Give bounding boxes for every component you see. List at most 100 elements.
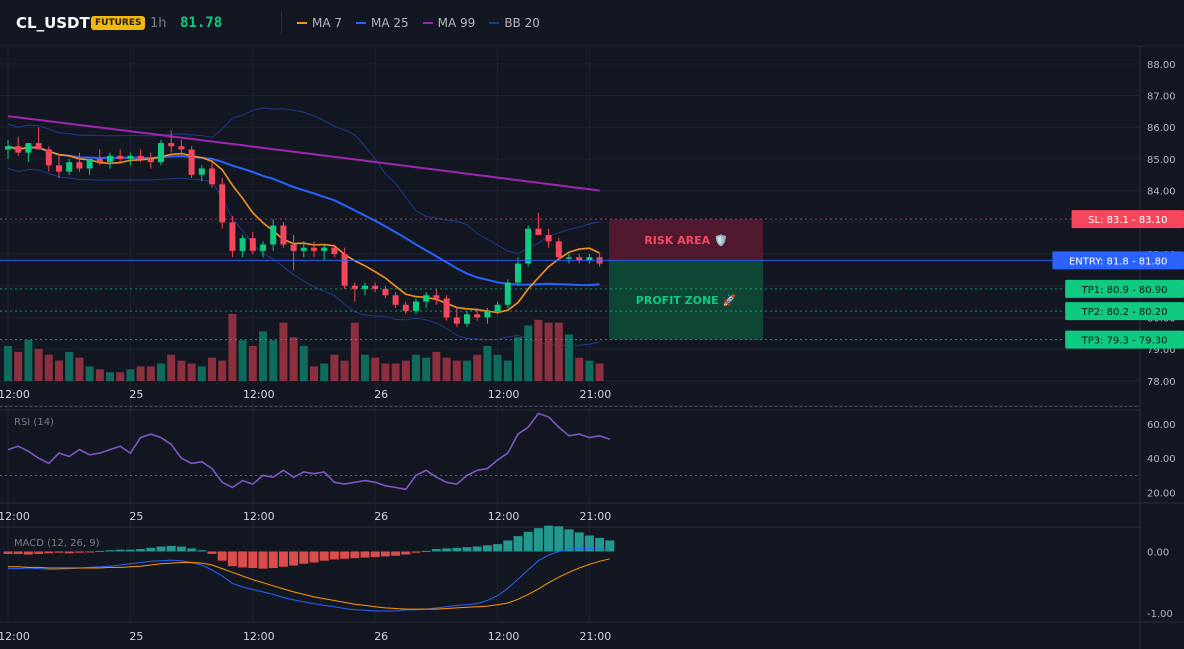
candle-body [229, 222, 236, 251]
legend-ma25[interactable]: MA 25 [356, 16, 409, 30]
macd-histogram-bar [493, 544, 503, 552]
candle-body [474, 314, 481, 318]
legend-label-ma25: MA 25 [371, 16, 409, 30]
volume-bar [177, 360, 186, 381]
volume-bar [269, 340, 278, 381]
ma7-line [7, 145, 600, 314]
candle-body [25, 143, 32, 153]
candle-body [351, 285, 358, 289]
volume-bar [248, 346, 257, 381]
volume-bar [340, 360, 349, 381]
candle-body [198, 168, 205, 175]
volume-bar [524, 325, 533, 381]
volume-bar [187, 363, 196, 381]
price-tick-label: 85.00 [1147, 155, 1176, 166]
macd-histogram-bar [289, 551, 299, 566]
volume-bar [44, 354, 53, 381]
volume-bar [544, 322, 553, 381]
time-axis-label: 12:00 [488, 630, 520, 643]
macd-histogram-bar [544, 525, 554, 552]
candle-body [545, 235, 552, 242]
macd-histogram-bar [503, 540, 513, 552]
time-axis-label: 21:00 [580, 510, 612, 523]
volume-bar [167, 354, 176, 381]
candle-body [464, 314, 470, 324]
level-badge-sl [1071, 210, 1184, 229]
candle-body [66, 162, 73, 172]
macd-histogram-bar [523, 531, 533, 552]
macd-histogram-bar [197, 550, 207, 552]
volume-bar [146, 366, 155, 381]
volume-bar [95, 369, 104, 381]
volume-bar [381, 363, 390, 381]
candle-body [270, 225, 277, 245]
volume-bar [218, 360, 227, 381]
header-divider [281, 12, 282, 34]
candle-body [402, 304, 409, 312]
volume-bar [575, 357, 584, 381]
macd-histogram-bar [442, 548, 452, 552]
candle-body [433, 295, 440, 299]
candle-body [249, 238, 256, 251]
macd-histogram-bar [23, 551, 33, 555]
macd-histogram-bar [3, 551, 13, 554]
legend-swatch-bb20 [489, 22, 500, 24]
rsi-tick-label: 60.00 [1147, 420, 1176, 431]
volume-bar [55, 360, 63, 381]
legend-ma7[interactable]: MA 7 [297, 16, 342, 30]
time-axis-label: 21:00 [580, 388, 612, 401]
candle-body [290, 244, 297, 251]
volume-bar [514, 337, 522, 381]
candle-body [443, 298, 450, 318]
macd-histogram-bar [370, 551, 380, 557]
macd-histogram-bar [421, 550, 431, 552]
chart-header: CL_USDT FUTURES 1h 81.78 MA 7 MA 25 MA 9… [0, 0, 1184, 46]
volume-bar [391, 363, 400, 381]
candle-body [392, 295, 399, 305]
candle-body [56, 165, 62, 172]
price-tick-label: 78.00 [1147, 377, 1176, 388]
candle-body [96, 158, 103, 163]
candle-body [535, 228, 542, 236]
candle-body [494, 304, 501, 312]
volume-bar [279, 322, 288, 381]
volume-bar [24, 340, 33, 381]
candle-body [147, 158, 154, 163]
indicator-legend: MA 7 MA 25 MA 99 BB 20 [297, 16, 540, 30]
risk-area-zone [609, 219, 763, 261]
macd-line [8, 547, 610, 612]
macd-histogram-bar [238, 551, 248, 568]
legend-swatch-ma99 [422, 22, 433, 24]
volume-bar [106, 372, 114, 381]
candle-body [453, 317, 460, 324]
volume-bar [320, 363, 329, 381]
macd-title: MACD (12, 26, 9) [14, 538, 100, 549]
volume-bar [483, 346, 492, 381]
volume-bar [463, 360, 471, 381]
macd-histogram-bar [513, 536, 523, 552]
macd-histogram-bar [431, 549, 441, 552]
price-tick-label: 79.00 [1147, 345, 1176, 356]
legend-bb20[interactable]: BB 20 [489, 16, 540, 30]
macd-histogram-bar [482, 545, 492, 552]
macd-histogram-bar [309, 551, 319, 563]
volume-bar [136, 366, 145, 381]
candle-body [5, 146, 11, 150]
volume-bar [350, 322, 359, 381]
macd-histogram-bar [268, 551, 278, 569]
candle-body [260, 244, 266, 251]
volume-bar [289, 337, 298, 381]
rsi-title: RSI (14) [14, 417, 54, 428]
macd-histogram-bar [472, 546, 482, 552]
volume-bar [493, 354, 502, 381]
candle-body [239, 238, 246, 251]
symbol-label[interactable]: CL_USDT [16, 14, 90, 32]
time-axis-label: 12:00 [243, 388, 275, 401]
legend-ma99[interactable]: MA 99 [422, 16, 475, 30]
candle-body [311, 247, 317, 251]
macd-histogram-bar [217, 551, 227, 561]
volume-bar [585, 360, 594, 381]
candle-body [137, 155, 144, 159]
interval-label[interactable]: 1h [150, 16, 167, 31]
